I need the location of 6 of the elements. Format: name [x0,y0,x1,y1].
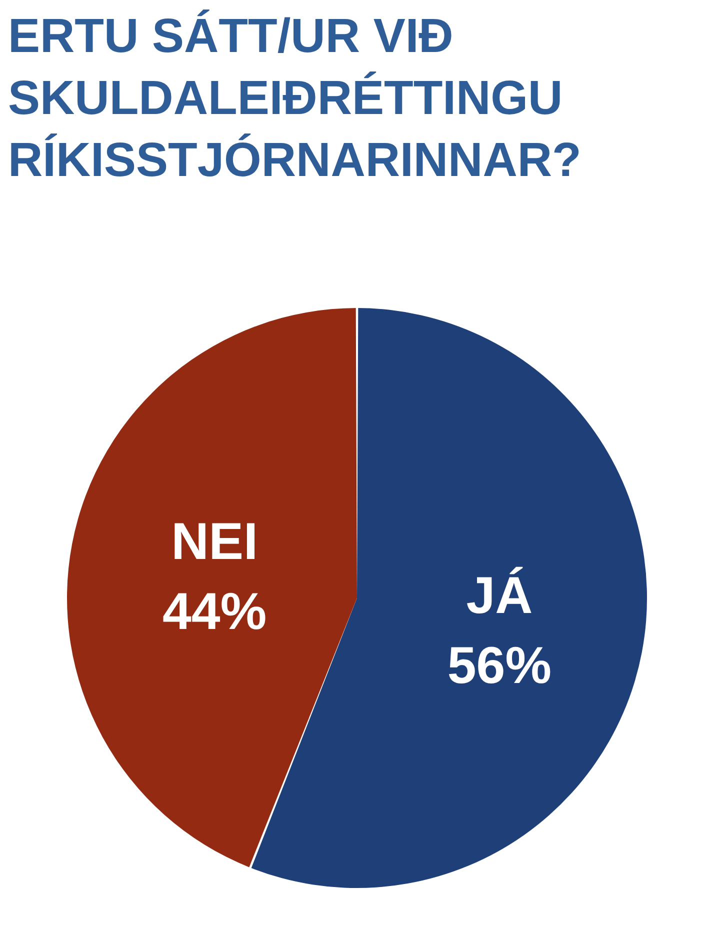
pie-slice [68,308,357,868]
data-label: 44% [162,582,267,641]
slice-label: JÁ [466,566,533,626]
data-label: 56% [447,637,552,696]
chart-title: ERTU SÁTT/UR VIÐ SKULDALEIÐRÉTTINGU RÍKISSTJÓRNARINNAR? [8,9,582,187]
slice-label: NEI [171,512,258,571]
